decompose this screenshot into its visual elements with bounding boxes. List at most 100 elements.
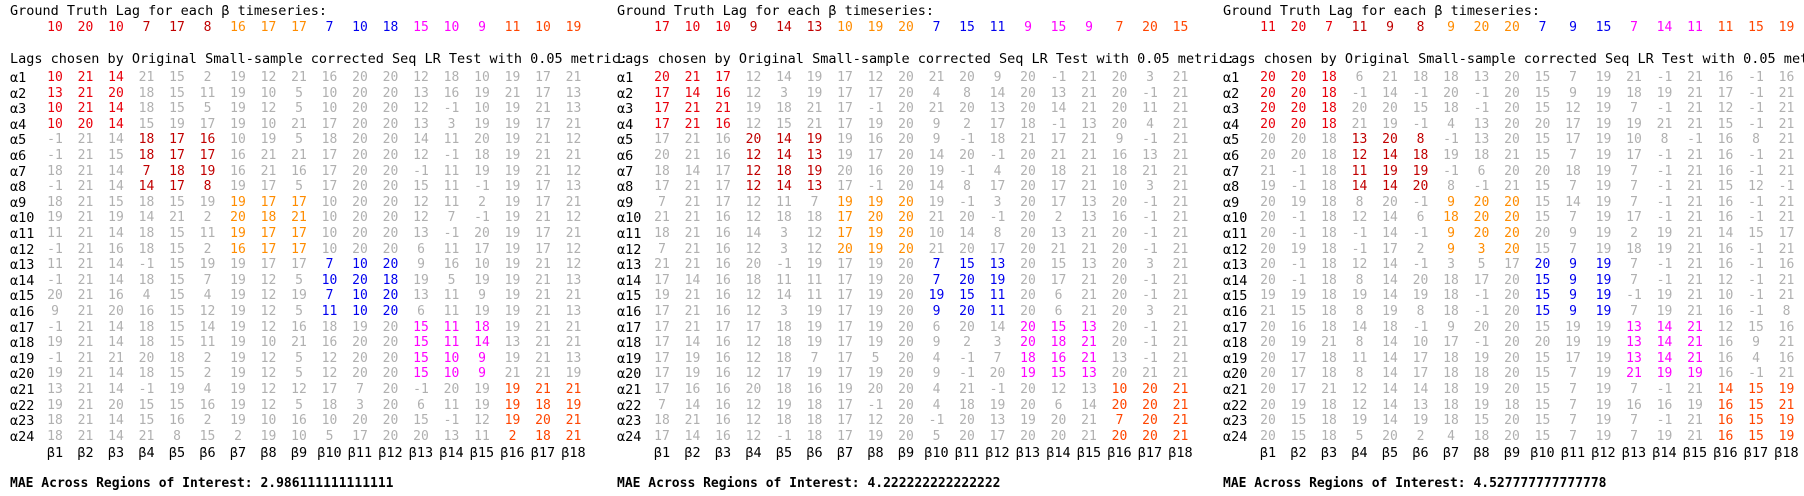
table-cell: 19: [1412, 163, 1429, 179]
table-cell: 21: [1687, 288, 1703, 304]
row-label: α10: [1223, 210, 1248, 227]
table-cell: 18: [654, 226, 670, 241]
table-cell: 18: [806, 428, 823, 444]
table-cell: -1: [1687, 132, 1703, 148]
ground-truth-value: 9: [1447, 20, 1455, 35]
table-cell: 19: [1656, 85, 1673, 101]
table-cell: 19: [1565, 335, 1581, 351]
table-cell: 19: [1290, 241, 1307, 257]
table-cell: 18: [959, 397, 975, 413]
table-cell: 14: [108, 319, 124, 335]
table-cell: 14: [776, 148, 792, 163]
table-cell: -1: [776, 428, 792, 444]
table-cell: 21: [1321, 335, 1337, 351]
table-cell: 5: [295, 350, 303, 366]
table-cell: 19: [1595, 272, 1612, 288]
ground-truth-value: 7: [1538, 20, 1547, 35]
table-cell: 16: [1717, 366, 1734, 382]
table-cell: 19: [474, 272, 490, 288]
table-cell: 18: [1382, 319, 1398, 335]
table-cell: 12: [260, 70, 277, 85]
table-cell: 14: [1382, 288, 1398, 304]
table-cell: 19: [1595, 179, 1612, 195]
table-cell: 16: [715, 335, 731, 351]
table-cell: 20: [1351, 101, 1368, 117]
table-cell: 10: [260, 335, 277, 351]
table-cell: 16: [1717, 413, 1734, 429]
table-cell: 20: [959, 413, 975, 429]
table-cell: 20: [1020, 304, 1036, 319]
table-cell: 20: [108, 397, 124, 413]
table-cell: 18: [1412, 148, 1429, 163]
row-label: α19: [10, 350, 35, 367]
table-cell: 13: [565, 179, 582, 195]
table-cell: 15: [1050, 366, 1067, 382]
table-cell: 19: [867, 257, 884, 273]
row-label: α9: [1223, 194, 1240, 211]
table-cell: 4: [203, 382, 212, 397]
table-cell: 12: [260, 101, 277, 117]
table-cell: 10: [443, 366, 460, 382]
table-cell: 15: [413, 413, 429, 429]
table-cell: 21: [535, 382, 551, 397]
table-cell: 21: [565, 428, 582, 444]
table-cell: 9: [1752, 335, 1760, 351]
ground-truth-title: Ground Truth Lag for each β timeseries:: [617, 3, 934, 19]
table-cell: 16: [715, 413, 731, 429]
table-cell: 21: [291, 335, 307, 351]
table-cell: 20: [1050, 428, 1067, 444]
table-cell: 20: [1020, 163, 1036, 179]
table-cell: 19: [1687, 397, 1703, 413]
table-cell: 9: [1569, 304, 1577, 319]
table-cell: 18: [138, 132, 155, 148]
column-label: β10: [924, 445, 949, 461]
table-cell: 16: [443, 257, 460, 273]
table-cell: 15: [1717, 179, 1734, 195]
table-cell: 15: [169, 366, 185, 382]
table-cell: 20: [898, 116, 914, 132]
table-cell: 20: [1504, 210, 1520, 226]
table-cell: 21: [1687, 116, 1703, 132]
table-cell: 21: [77, 350, 94, 366]
table-cell: 20: [898, 194, 914, 210]
table-cell: 18: [1020, 350, 1036, 366]
table-cell: 10: [291, 428, 307, 444]
table-cell: 21: [1172, 85, 1189, 101]
table-cell: 20: [413, 428, 429, 444]
table-cell: 18: [47, 194, 63, 210]
table-cell: 4: [932, 85, 941, 101]
table-cell: 18: [1321, 148, 1337, 163]
table-cell: 14: [108, 382, 124, 397]
ground-truth-value: 15: [1172, 20, 1189, 35]
table-cell: 19: [1473, 397, 1490, 413]
table-cell: 16: [1717, 304, 1734, 319]
table-cell: -1: [443, 148, 460, 163]
table-cell: 20: [898, 288, 914, 304]
table-cell: 19: [169, 382, 185, 397]
table-cell: 20: [138, 350, 155, 366]
table-cell: 17: [837, 397, 853, 413]
table-cell: 17: [1290, 366, 1307, 382]
table-cell: -1: [1142, 194, 1158, 210]
table-cell: 17: [837, 257, 853, 273]
table-cell: -1: [474, 179, 490, 195]
table-cell: 15: [1534, 288, 1551, 304]
table-cell: 18: [138, 335, 155, 351]
table-cell: -1: [1473, 288, 1490, 304]
table-cell: 14: [108, 257, 124, 273]
table-cell: -1: [1050, 116, 1067, 132]
table-cell: -1: [1351, 85, 1368, 101]
table-cell: 21: [928, 210, 945, 226]
table-cell: 17: [776, 366, 792, 382]
table-cell: 7: [1569, 413, 1577, 429]
table-cell: 11: [776, 194, 792, 210]
table-cell: 9: [478, 350, 486, 366]
row-label: α13: [617, 257, 642, 274]
table-cell: 21: [1172, 428, 1189, 444]
table-cell: 19: [1595, 163, 1612, 179]
table-cell: 20: [1504, 335, 1520, 351]
table-cell: 21: [1050, 241, 1067, 257]
table-cell: -1: [1473, 101, 1490, 117]
table-cell: 17: [654, 101, 670, 117]
table-cell: 21: [1687, 101, 1703, 117]
